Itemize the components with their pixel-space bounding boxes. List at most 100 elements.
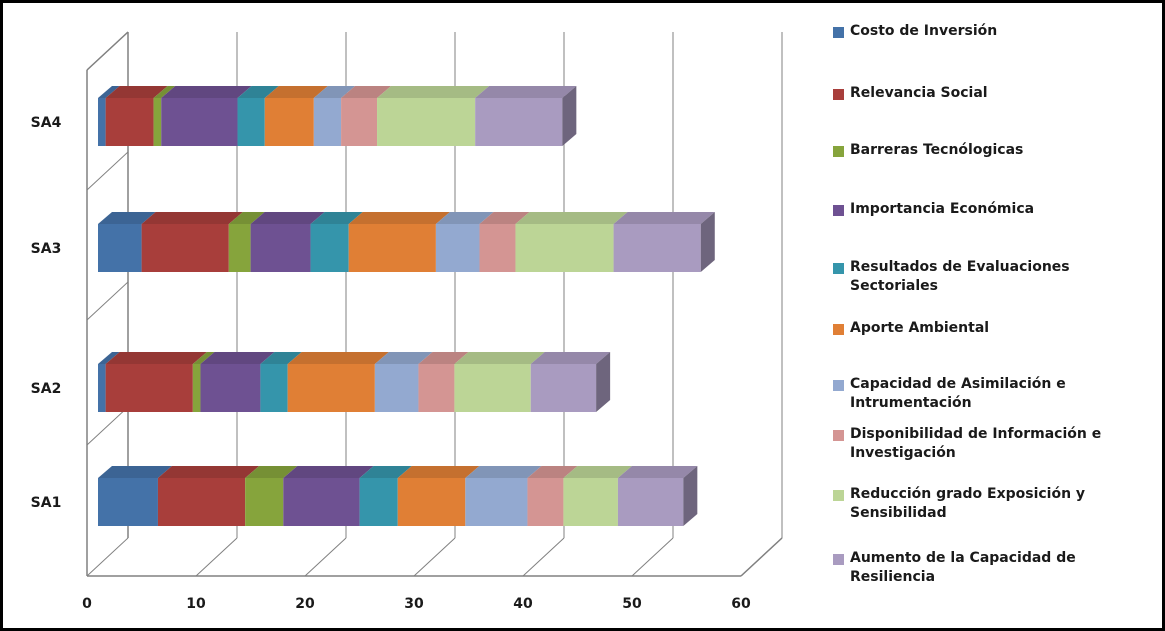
bar-segment [341, 98, 378, 146]
bar-segment-top [613, 212, 715, 224]
bar-segment-top [563, 466, 632, 478]
bar-segment-top [98, 466, 172, 478]
bar-segment [141, 224, 229, 272]
bar-segment [260, 364, 288, 412]
x-tick-label: 0 [82, 596, 92, 612]
bar-segment [264, 98, 314, 146]
bar-segment-top [475, 86, 577, 98]
bar-segment-top [237, 86, 279, 98]
bar-segment [613, 224, 701, 272]
legend-label: Costo de Inversión [850, 23, 998, 39]
category-label: SA4 [31, 115, 62, 131]
floor-gridline [740, 537, 783, 577]
bar-segment-top [359, 466, 412, 478]
x-tick-label: 60 [731, 596, 751, 612]
category-label: SA1 [31, 495, 62, 511]
bar-segment-top [397, 466, 480, 478]
bar-segment-top [157, 466, 260, 478]
legend-swatch [833, 430, 844, 441]
legend-swatch [833, 380, 844, 391]
legend-swatch [833, 89, 844, 100]
legend-label: Aumento de la Capacidad de Resiliencia [850, 550, 1076, 585]
wall-separator [86, 406, 129, 446]
bar-segment [418, 364, 455, 412]
legend-item: Barreras Tecnólogicas [833, 141, 1150, 160]
bar-segment [563, 478, 618, 526]
bar-segment [105, 98, 154, 146]
bar-segment-top [153, 86, 176, 98]
legend-label: Resultados de Evaluaciones Sectoriales [850, 259, 1070, 294]
bar-segment [310, 224, 349, 272]
legend-label: Disponibilidad de Información e Investig… [850, 426, 1102, 461]
bar-group-sa4 [98, 86, 577, 146]
legend-swatch [833, 324, 844, 335]
bar-segment-side [700, 212, 715, 272]
bar-segment [237, 98, 265, 146]
bar-segment [287, 364, 375, 412]
bar-segment-top [479, 212, 530, 224]
bar-segment-top [530, 352, 611, 364]
legend-label: Capacidad de Asimilación e Intrumentació… [850, 376, 1066, 411]
bar-segment [374, 364, 419, 412]
bar-segment [98, 364, 106, 412]
bar-segment-top [310, 212, 363, 224]
legend-item: Aporte Ambiental [833, 319, 1150, 338]
category-label: SA3 [31, 241, 62, 257]
bar-segment-top [105, 352, 207, 364]
bar-segment-top [161, 86, 252, 98]
bar-segment [475, 98, 563, 146]
bar-group-sa1 [98, 466, 698, 526]
bar-segment-top [260, 352, 302, 364]
bar-segment-top [250, 212, 325, 224]
bar-segment-side [596, 352, 611, 412]
legend-label: Reducción grado Exposición y Sensibilida… [850, 486, 1086, 521]
legend-swatch [833, 263, 844, 274]
bar-segment-top [228, 212, 265, 224]
bar-segment-top [377, 86, 490, 98]
legend-swatch [833, 27, 844, 38]
bar-segment-top [617, 466, 698, 478]
category-label: SA2 [31, 381, 62, 397]
legend-label: Relevancia Social [850, 85, 988, 101]
bar-segment [153, 98, 162, 146]
bar-segment [105, 364, 193, 412]
x-tick-label: 30 [404, 596, 424, 612]
bar-segment-top [313, 86, 356, 98]
bar-segment-top [141, 212, 243, 224]
legend-item: Aumento de la Capacidad de Resiliencia [833, 549, 1150, 587]
wall-separator [86, 281, 129, 321]
bar-segment-top [435, 212, 494, 224]
bar-segment-top [374, 352, 433, 364]
legend-item: Costo de Inversión [833, 22, 1150, 41]
legend-item: Relevancia Social [833, 84, 1150, 103]
bar-segment [250, 224, 311, 272]
bar-segment [313, 98, 342, 146]
bar-segment [435, 224, 480, 272]
bar-segment [359, 478, 398, 526]
wall-separator [86, 537, 129, 577]
bar-segment-top [98, 212, 156, 224]
bar-group-sa3 [98, 212, 715, 272]
floor-gridline [522, 537, 565, 577]
bar-group-sa2 [98, 352, 611, 412]
bar-segment [192, 364, 201, 412]
bar-segment [98, 98, 106, 146]
legend-item: Capacidad de Asimilación e Intrumentació… [833, 375, 1150, 413]
bar-segment-top [264, 86, 328, 98]
bar-segment [377, 98, 476, 146]
legend-item: Disponibilidad de Información e Investig… [833, 425, 1150, 463]
bar-segment-top [200, 352, 275, 364]
legend-swatch [833, 146, 844, 157]
bar-segment [454, 364, 531, 412]
bar-segment-top [192, 352, 215, 364]
legend-label: Aporte Ambiental [850, 320, 990, 336]
x-tick-label: 20 [295, 596, 315, 612]
bar-segment [98, 224, 142, 272]
bar-segment-top [98, 86, 120, 98]
legend-label: Barreras Tecnólogicas [850, 142, 1024, 158]
bar-segment [397, 478, 466, 526]
legend-label: Importancia Económica [850, 201, 1035, 217]
bar-segment [465, 478, 528, 526]
wall-separator [86, 31, 129, 71]
